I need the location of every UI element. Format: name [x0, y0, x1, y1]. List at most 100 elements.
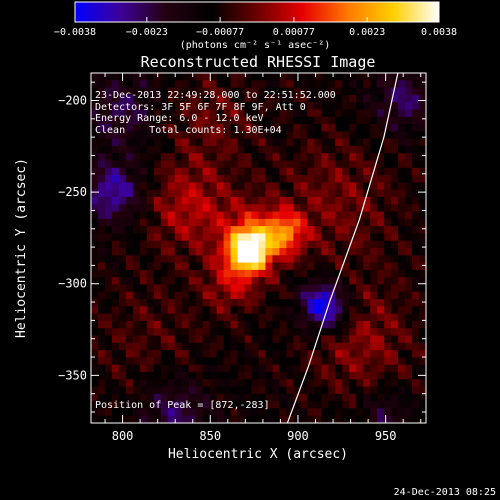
heatmap-cell	[314, 248, 322, 256]
heatmap-cell	[293, 364, 301, 373]
heatmap-cell	[244, 364, 253, 373]
heatmap-cell	[391, 255, 399, 264]
heatmap-cell	[419, 291, 426, 300]
heatmap-cell	[216, 262, 225, 271]
heatmap-cell	[321, 109, 329, 118]
heatmap-cell	[146, 350, 155, 358]
heatmap-cell	[251, 269, 260, 278]
heatmap-cell	[377, 80, 385, 89]
heatmap-cell	[188, 320, 197, 329]
colorbar-tick-label: −0.00077	[196, 27, 244, 38]
heatmap-cell	[307, 371, 315, 380]
heatmap-cell	[321, 226, 329, 235]
heatmap-cell	[132, 335, 141, 344]
heatmap-cell	[188, 335, 197, 344]
heatmap-cell	[377, 269, 385, 278]
heatmap-cell	[209, 401, 218, 410]
heatmap-cell	[307, 226, 315, 235]
heatmap-cell	[314, 226, 322, 235]
heatmap-cell	[419, 102, 426, 111]
heatmap-cell	[342, 379, 350, 388]
heatmap-cell	[391, 233, 399, 242]
heatmap-cell	[384, 371, 392, 380]
heatmap-cell	[160, 73, 169, 81]
heatmap-cell	[286, 73, 294, 81]
heatmap-cell	[300, 364, 308, 373]
heatmap-cell	[391, 240, 399, 249]
heatmap-cell	[398, 379, 406, 388]
heatmap-cell	[349, 182, 357, 191]
heatmap-cell	[377, 306, 385, 315]
heatmap-cell	[419, 277, 426, 286]
heatmap-cell	[230, 371, 239, 380]
heatmap-cell	[370, 73, 378, 81]
heatmap-cell	[335, 175, 343, 183]
heatmap-cell	[342, 182, 350, 191]
heatmap-cell	[153, 277, 162, 286]
heatmap-cell	[307, 145, 315, 154]
heatmap-cell	[160, 350, 169, 358]
heatmap-cell	[356, 102, 364, 111]
heatmap-cell	[258, 350, 267, 358]
heatmap-cell	[223, 379, 232, 388]
heatmap-cell	[188, 255, 197, 264]
heatmap-cell	[230, 379, 239, 388]
heatmap-cell	[342, 328, 350, 337]
heatmap-cell	[300, 328, 308, 337]
heatmap-cell	[293, 167, 301, 176]
heatmap-cell	[132, 73, 141, 81]
heatmap-cell	[223, 124, 232, 132]
heatmap-cell	[405, 364, 413, 373]
heatmap-cell	[307, 415, 315, 423]
heatmap-cell	[216, 204, 225, 213]
heatmap-cell	[181, 350, 190, 358]
heatmap-cell	[265, 393, 274, 402]
heatmap-cell	[265, 328, 274, 337]
heatmap-cell	[391, 350, 399, 358]
heatmap-cell	[230, 153, 239, 162]
heatmap-cell	[258, 371, 267, 380]
heatmap-cell	[91, 313, 99, 322]
heatmap-cell	[349, 269, 357, 278]
heatmap-cell	[412, 408, 420, 417]
heatmap-cell	[335, 102, 343, 111]
heatmap-cell	[209, 218, 218, 227]
heatmap-cell	[349, 116, 357, 125]
heatmap-cell	[153, 320, 162, 329]
heatmap-cell	[286, 328, 294, 337]
heatmap-cell	[300, 138, 308, 147]
heatmap-cell	[377, 299, 385, 307]
heatmap-cell	[209, 94, 218, 103]
heatmap-cell	[300, 189, 308, 198]
heatmap-cell	[91, 116, 99, 125]
heatmap-cell	[328, 364, 336, 373]
heatmap-cell	[293, 350, 301, 358]
heatmap-cell	[132, 401, 141, 410]
heatmap-cell	[118, 335, 127, 344]
heatmap-cell	[230, 94, 239, 103]
heatmap-cell	[272, 240, 281, 249]
heatmap-cell	[342, 269, 350, 278]
heatmap-cell	[412, 393, 420, 402]
heatmap-cell	[97, 277, 106, 286]
heatmap-cell	[391, 320, 399, 329]
heatmap-cell	[286, 248, 294, 256]
heatmap-cell	[349, 87, 357, 96]
heatmap-cell	[167, 94, 176, 103]
heatmap-cell	[391, 211, 399, 220]
heatmap-cell	[195, 240, 204, 249]
heatmap-cell	[118, 248, 127, 256]
heatmap-cell	[279, 335, 288, 344]
heatmap-cell	[321, 262, 329, 271]
heatmap-cell	[167, 306, 176, 315]
heatmap-cell	[398, 80, 406, 89]
heatmap-cell	[125, 240, 134, 249]
heatmap-cell	[300, 124, 308, 132]
heatmap-cell	[237, 371, 246, 380]
heatmap-cell	[244, 233, 253, 242]
heatmap-cell	[230, 284, 239, 293]
heatmap-cell	[202, 145, 211, 154]
heatmap-cell	[265, 116, 274, 125]
heatmap-cell	[335, 87, 343, 96]
heatmap-cell	[391, 167, 399, 176]
